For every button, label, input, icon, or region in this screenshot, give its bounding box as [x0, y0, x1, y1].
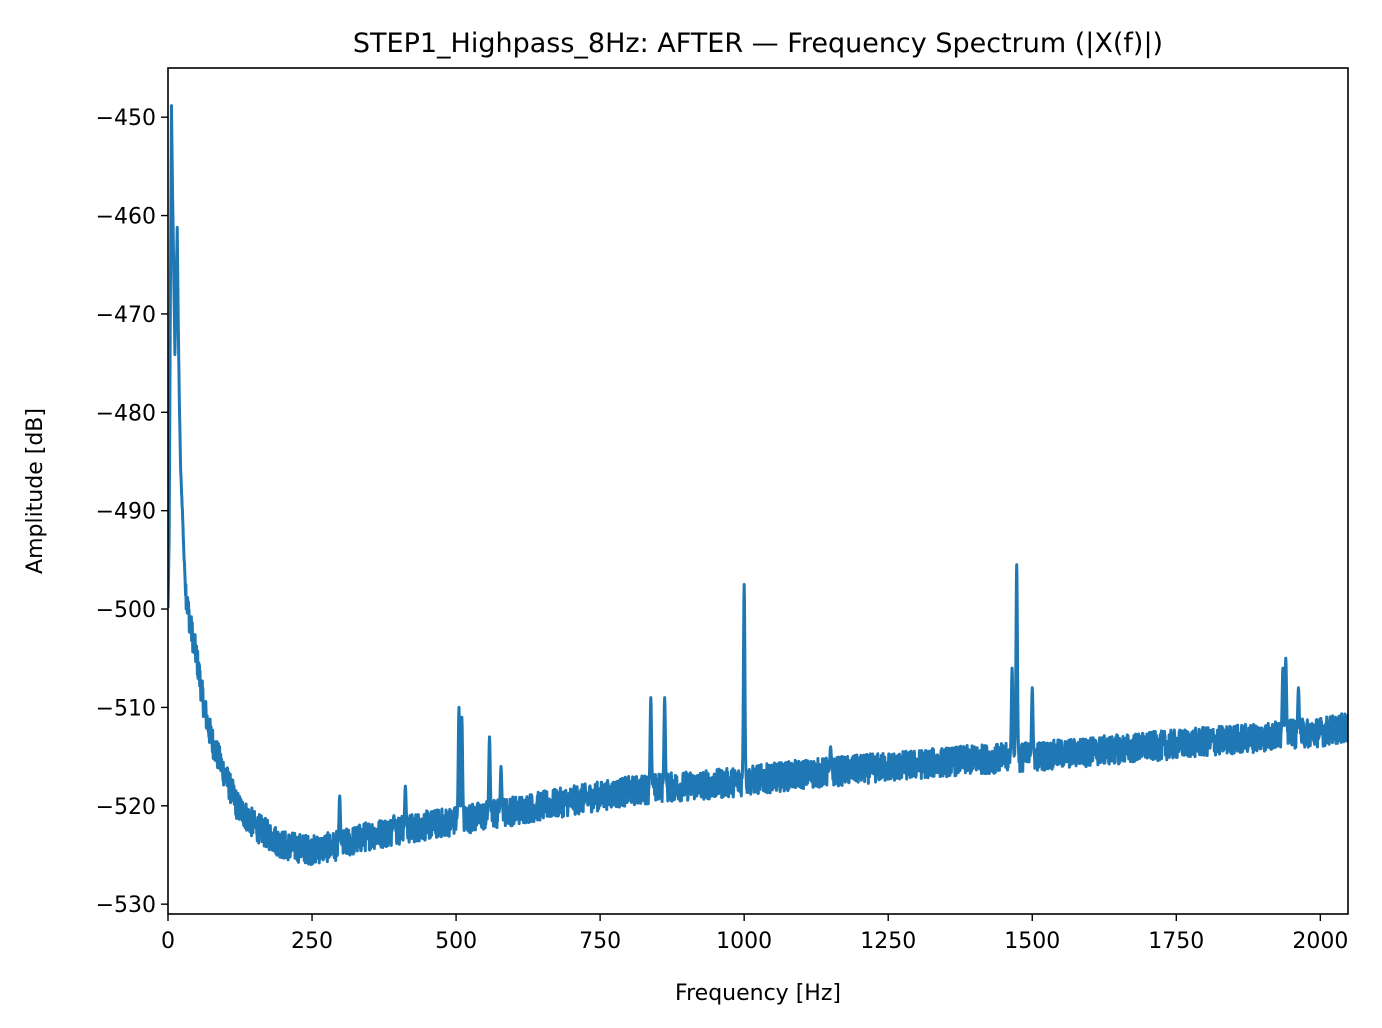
y-tick-label: −500 [96, 598, 156, 623]
x-axis-label: Frequency [Hz] [675, 981, 841, 1006]
y-tick-label: −510 [96, 696, 156, 721]
x-tick-label: 1250 [860, 929, 916, 954]
x-tick-label: 250 [291, 929, 333, 954]
chart-title: STEP1_Highpass_8Hz: AFTER — Frequency Sp… [353, 28, 1163, 59]
x-tick-label: 500 [435, 929, 477, 954]
x-tick-label: 0 [161, 929, 175, 954]
x-axis: 0 250 500 750 1000 1250 1500 1750 2000 [161, 914, 1348, 954]
x-tick-label: 750 [579, 929, 621, 954]
x-tick-label: 1750 [1148, 929, 1204, 954]
y-tick-label: −450 [96, 106, 156, 131]
plot-area [167, 67, 1349, 915]
y-tick-label: −530 [96, 893, 156, 918]
x-tick-label: 1000 [716, 929, 772, 954]
y-tick-label: −480 [96, 401, 156, 426]
x-tick-label: 2000 [1292, 929, 1348, 954]
x-tick-label: 1500 [1004, 929, 1060, 954]
spectrum-line [168, 104, 1348, 867]
y-axis: −530 −520 −510 −500 −490 −480 −470 −460 −450 [96, 106, 168, 918]
y-tick-label: −460 [96, 205, 156, 230]
y-axis-label: Amplitude [dB] [23, 408, 48, 574]
y-tick-label: −490 [96, 500, 156, 525]
y-tick-label: −520 [96, 795, 156, 820]
y-tick-label: −470 [96, 303, 156, 328]
plot-frame [167, 67, 1349, 915]
